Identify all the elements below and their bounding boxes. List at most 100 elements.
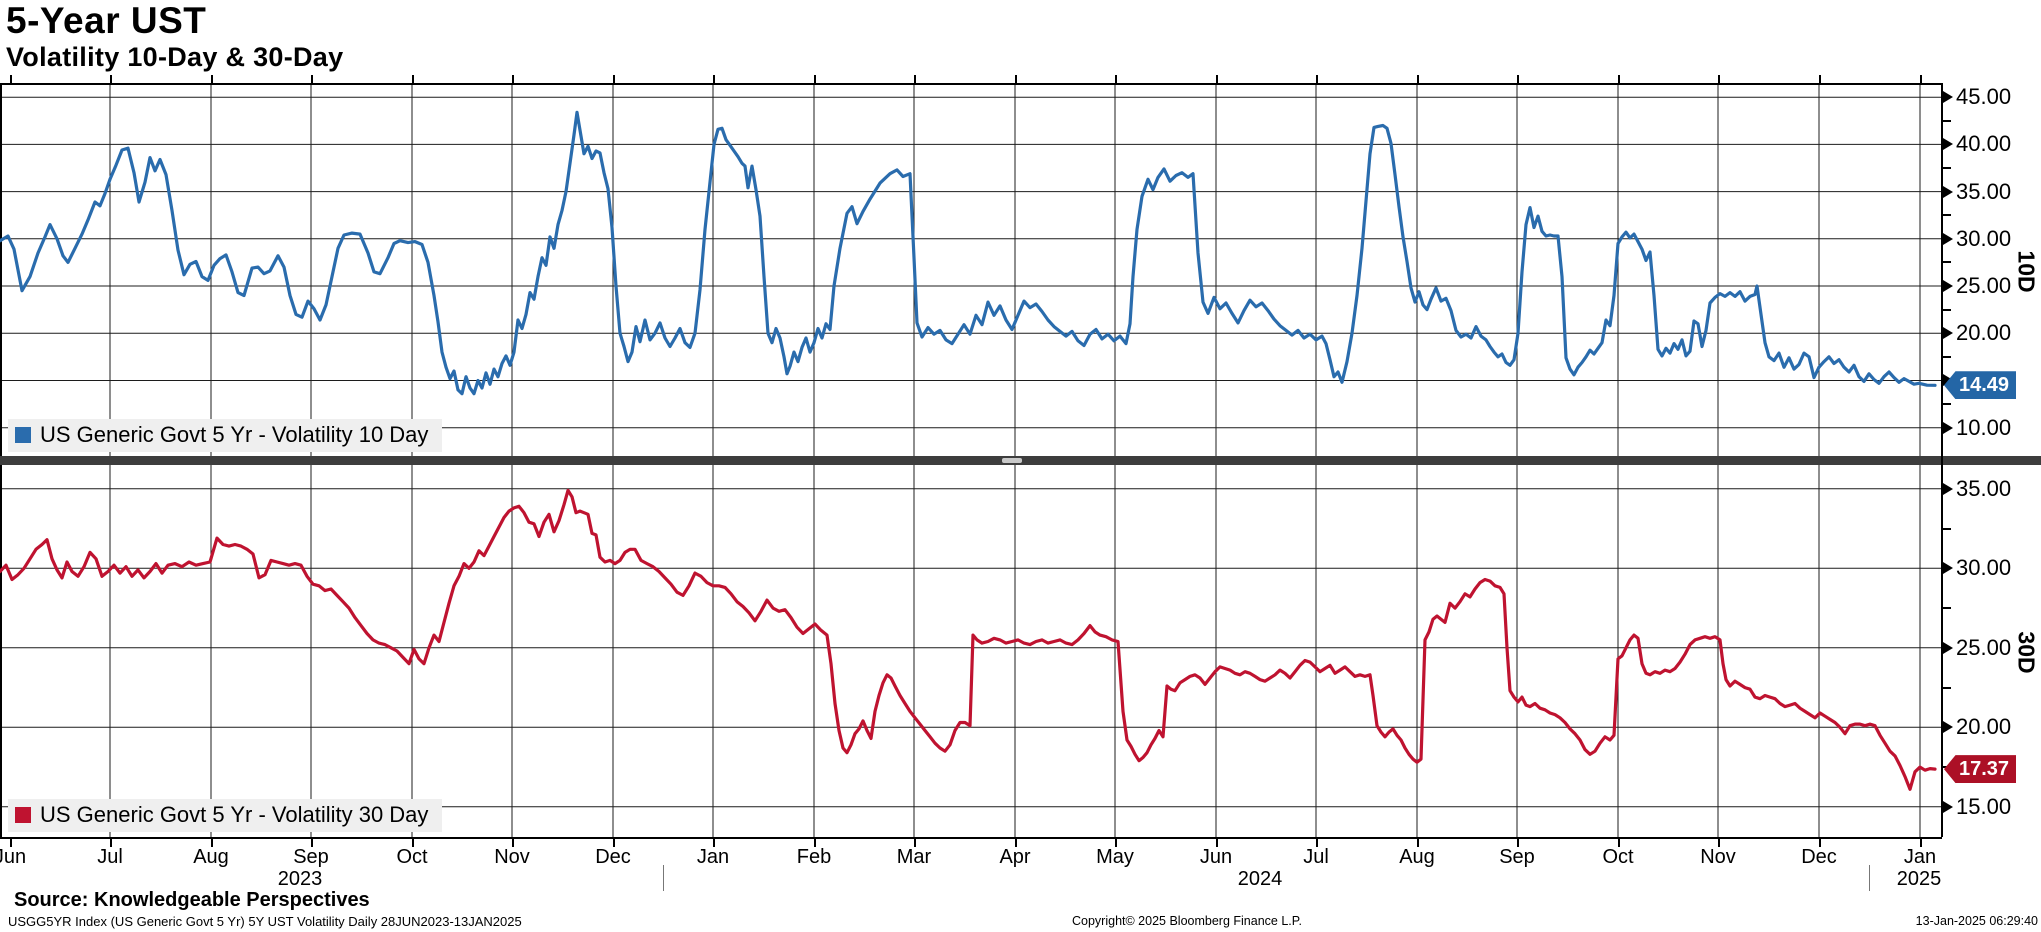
month-label: Nov: [494, 846, 530, 868]
month-tick: [1819, 839, 1821, 847]
minor-tick: [1943, 403, 1951, 406]
month-label: Nov: [1700, 846, 1736, 868]
page-subtitle: Volatility 10-Day & 30-Day: [6, 42, 344, 72]
tick-arrow-icon: [1943, 562, 1953, 575]
month-label: Jun: [1199, 846, 1233, 868]
minor-tick: [1943, 308, 1951, 311]
month-tick: [1718, 75, 1720, 83]
month-tick: [1216, 839, 1218, 847]
minor-tick: [1943, 261, 1951, 264]
month-tick: [814, 75, 816, 83]
month-tick: [914, 75, 916, 83]
tick-arrow-icon: [1943, 185, 1953, 198]
y-axis-label-vol10d: 20.00: [1943, 320, 2011, 345]
month-label: Jul: [1303, 846, 1329, 868]
y-axis-label-vol30d: 30.00: [1943, 555, 2011, 580]
month-tick: [1316, 75, 1318, 83]
month-tick: [1115, 839, 1117, 847]
month-tick: [613, 839, 615, 847]
source-label: Source: Knowledgeable Perspectives: [14, 889, 370, 911]
y-axis-label-vol30d: 20.00: [1943, 714, 2011, 739]
panel-axis-label-vol10d: 10D: [2013, 249, 2040, 293]
y-axis-label-vol30d: 25.00: [1943, 635, 2011, 660]
month-tick: [914, 839, 916, 847]
panel-divider-handle[interactable]: [1002, 458, 1022, 463]
top-axis-ticks: [0, 75, 1942, 83]
year-separator: [663, 865, 664, 891]
tick-arrow-icon: [1943, 641, 1953, 654]
legend-30d-swatch-icon: [15, 807, 31, 823]
month-tick: [613, 75, 615, 83]
tick-arrow-icon: [1943, 800, 1953, 813]
month-label: Dec: [1801, 846, 1837, 868]
month-tick: [512, 75, 514, 83]
month-tick: [110, 75, 112, 83]
month-label: Apr: [999, 846, 1031, 868]
tick-arrow-icon: [1943, 280, 1953, 293]
legend-30d-label: US Generic Govt 5 Yr - Volatility 30 Day: [40, 802, 429, 827]
y-axis-label-vol10d: 25.00: [1943, 273, 2011, 298]
month-tick: [1920, 839, 1922, 847]
month-tick: [1015, 75, 1017, 83]
month-tick: [1517, 75, 1519, 83]
volatility-10d-chart[interactable]: [0, 83, 1942, 456]
month-tick: [1618, 839, 1620, 847]
month-tick: [211, 75, 213, 83]
month-tick: [311, 75, 313, 83]
month-tick: [713, 75, 715, 83]
month-label: May: [1096, 846, 1134, 868]
y-axis-label-vol10d: 10.00: [1943, 415, 2011, 440]
month-tick: [1920, 75, 1922, 83]
tick-arrow-icon: [1943, 327, 1953, 340]
month-tick: [1819, 75, 1821, 83]
tick-arrow-icon: [1943, 482, 1953, 495]
y-axis-label-vol10d: 45.00: [1943, 84, 2011, 109]
timestamp-label: 13-Jan-2025 06:29:40: [1915, 914, 2038, 928]
month-tick: [1115, 75, 1117, 83]
legend-10d[interactable]: US Generic Govt 5 Yr - Volatility 10 Day: [8, 419, 443, 452]
minor-tick: [1943, 119, 1951, 122]
month-tick: [311, 839, 313, 847]
month-tick: [713, 839, 715, 847]
y-axis-label-vol30d: 15.00: [1943, 794, 2011, 819]
month-tick: [1718, 839, 1720, 847]
minor-tick: [1943, 686, 1951, 689]
month-tick: [412, 839, 414, 847]
month-label: Sep: [293, 846, 329, 868]
legend-30d[interactable]: US Generic Govt 5 Yr - Volatility 30 Day: [8, 799, 443, 832]
month-label: Oct: [1602, 846, 1634, 868]
month-tick: [10, 839, 12, 847]
x-axis: Jun Jul Aug Sep Oct Nov Dec Jan Feb Mar Apr May Jun J…: [0, 837, 1942, 899]
month-label: Sep: [1499, 846, 1535, 868]
minor-tick: [1943, 214, 1951, 217]
tick-arrow-icon: [1943, 721, 1953, 734]
right-axis-line: [1941, 83, 1943, 837]
month-label: Oct: [396, 846, 428, 868]
month-label: Mar: [896, 846, 932, 868]
panel-axis-label-vol30d: 30D: [2013, 631, 2040, 674]
month-tick: [1417, 75, 1419, 83]
minor-tick: [1943, 527, 1951, 530]
month-label: Aug: [193, 846, 229, 868]
month-tick: [1216, 75, 1218, 83]
y-axis-label-vol10d: 30.00: [1943, 226, 2011, 251]
y-axis-label-vol10d: 40.00: [1943, 131, 2011, 156]
tick-arrow-icon: [1943, 232, 1953, 245]
month-tick: [1316, 839, 1318, 847]
month-label: Jun: [0, 846, 27, 868]
month-tick: [512, 839, 514, 847]
month-tick: [814, 839, 816, 847]
month-tick: [1618, 75, 1620, 83]
year-label: 2023: [277, 868, 323, 890]
y-axis-label-vol30d: 35.00: [1943, 476, 2011, 501]
minor-tick: [1943, 355, 1951, 358]
legend-10d-label: US Generic Govt 5 Yr - Volatility 10 Day: [40, 422, 429, 447]
volatility-30d-chart[interactable]: [0, 465, 1942, 837]
tick-arrow-icon: [1943, 138, 1953, 151]
last-value-badge-vol30d: 17.37: [1944, 755, 2016, 784]
tick-arrow-icon: [1943, 91, 1953, 104]
page-title: 5-Year UST: [6, 0, 207, 41]
legend-10d-swatch-icon: [15, 427, 31, 443]
year-label: 2025: [1896, 868, 1942, 890]
